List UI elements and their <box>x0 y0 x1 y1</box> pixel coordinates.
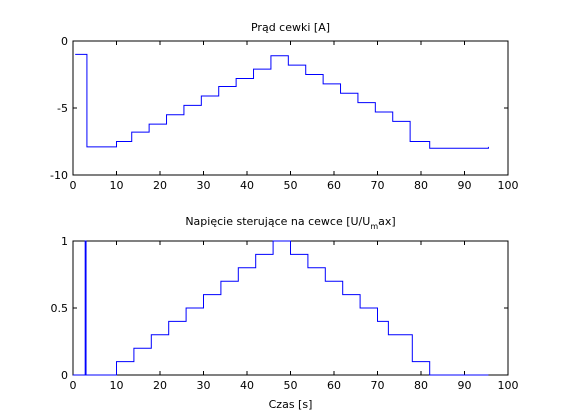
voltage-x-axis-label: Czas [s] <box>269 398 313 411</box>
voltage-x-tick-label: 100 <box>498 379 519 392</box>
current-x-tick-label: 10 <box>110 179 124 192</box>
current-x-tick-label: 60 <box>327 179 341 192</box>
voltage-chart: Napięcie sterujące na cewce [U/Umax] 00.… <box>51 215 519 411</box>
voltage-x-tick-label: 20 <box>153 379 167 392</box>
voltage-x-tick-label: 10 <box>110 379 124 392</box>
voltage-x-tick-label: 80 <box>414 379 428 392</box>
voltage-x-tick-label: 50 <box>284 379 298 392</box>
current-x-tick-label: 90 <box>458 179 472 192</box>
voltage-x-tick-label: 30 <box>197 379 211 392</box>
voltage-series-line <box>73 240 489 376</box>
current-series-line <box>75 53 489 149</box>
voltage-series <box>73 240 489 376</box>
voltage-y-axis: 00.51 <box>51 235 508 382</box>
current-x-tick-label: 50 <box>284 179 298 192</box>
current-chart-title: Prąd cewki [A] <box>251 21 330 34</box>
voltage-title-subscript: m <box>370 222 378 231</box>
voltage-x-tick-label: 70 <box>371 379 385 392</box>
voltage-x-tick-label: 40 <box>240 379 254 392</box>
voltage-y-tick-label: 0.5 <box>51 302 69 315</box>
current-series <box>75 53 489 149</box>
current-y-tick-label: 0 <box>61 35 68 48</box>
voltage-chart-title: Napięcie sterujące na cewce [U/Umax] <box>185 215 395 231</box>
current-x-tick-label: 100 <box>498 179 519 192</box>
current-x-axis: 0 10 20 30 40 50 60 70 80 90 100 <box>70 41 519 192</box>
voltage-x-tick-label: 60 <box>327 379 341 392</box>
voltage-x-tick-label: 90 <box>458 379 472 392</box>
current-chart: Prąd cewki [A] -10 -5 0 0 10 20 30 40 50 60 70 80 9… <box>50 21 518 192</box>
voltage-title-rest: ax] <box>378 215 396 228</box>
voltage-title-main: Napięcie sterujące na cewce [U/U <box>185 215 370 228</box>
current-x-tick-label: 30 <box>197 179 211 192</box>
current-x-tick-label: 40 <box>240 179 254 192</box>
current-y-tick-label: -5 <box>57 102 68 115</box>
current-plot-area <box>72 40 509 176</box>
current-y-axis: -10 -5 0 <box>50 35 508 182</box>
current-x-tick-label: 70 <box>371 179 385 192</box>
voltage-x-axis: 0 10 20 30 40 50 60 70 80 90 100 <box>70 241 519 392</box>
current-y-tick-label: -10 <box>50 169 68 182</box>
voltage-y-tick-label: 0 <box>61 369 68 382</box>
current-x-tick-label: 0 <box>70 179 77 192</box>
current-x-tick-label: 20 <box>153 179 167 192</box>
voltage-y-tick-label: 1 <box>61 235 68 248</box>
voltage-plot-area <box>72 240 509 376</box>
voltage-x-tick-label: 0 <box>70 379 77 392</box>
current-x-tick-label: 80 <box>414 179 428 192</box>
